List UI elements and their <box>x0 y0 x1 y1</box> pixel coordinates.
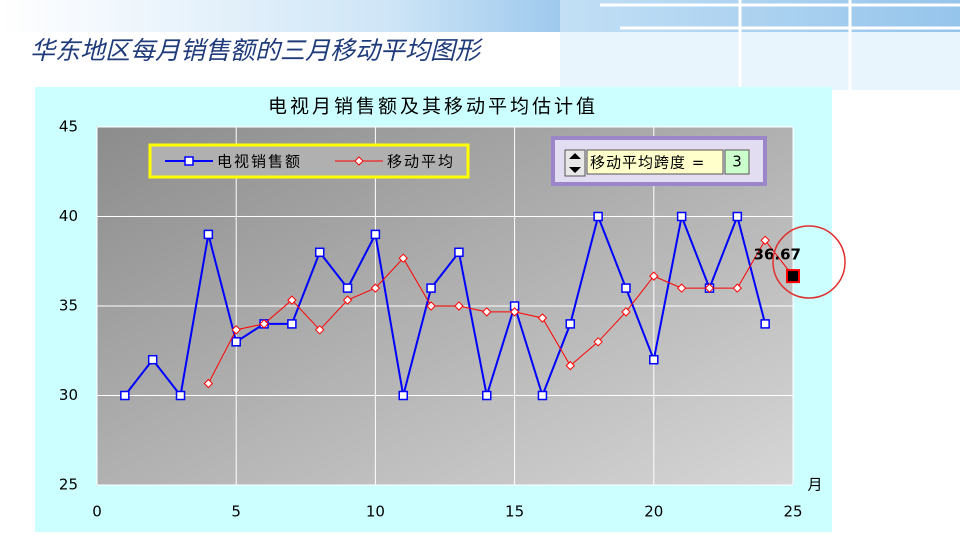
marker <box>565 319 576 329</box>
marker <box>482 307 492 317</box>
marker <box>426 301 436 311</box>
marker <box>454 301 464 311</box>
marker <box>370 283 381 293</box>
x-tick-label: 20 <box>644 503 663 521</box>
x-tick-label: 10 <box>366 503 385 521</box>
marker <box>593 337 603 347</box>
spinner-arrows <box>569 153 581 173</box>
marker <box>621 307 631 317</box>
marker <box>120 390 130 401</box>
x-axis-label: 月 <box>807 476 822 494</box>
marker <box>732 283 743 293</box>
slide-title: 华东地区每月销售额的三月移动平均图形 <box>30 36 483 65</box>
spinner-button[interactable] <box>564 149 586 177</box>
legend-marker <box>354 156 364 166</box>
marker <box>537 313 548 323</box>
marker <box>231 325 241 335</box>
marker <box>287 295 297 305</box>
marker <box>621 283 631 293</box>
marker <box>760 235 770 246</box>
marker <box>315 325 325 335</box>
x-tick-label: 15 <box>505 503 524 521</box>
marker <box>147 354 158 365</box>
marker <box>676 283 687 293</box>
marker <box>426 283 436 293</box>
span-value-box <box>724 149 750 175</box>
marker <box>259 319 269 329</box>
y-tick-label: 45 <box>59 118 78 136</box>
marker <box>314 247 325 258</box>
marker <box>649 271 659 281</box>
marker <box>482 390 492 401</box>
marker <box>565 360 575 371</box>
marker <box>760 319 770 329</box>
legend-label: 移动平均 <box>387 153 455 171</box>
legend-label: 电视销售额 <box>217 153 302 171</box>
marker <box>175 390 186 401</box>
marker <box>370 229 381 240</box>
marker <box>649 354 659 365</box>
marker <box>454 247 464 258</box>
marker <box>398 390 408 401</box>
marker <box>732 211 743 222</box>
legend-marker <box>184 156 194 166</box>
marker <box>231 337 241 347</box>
y-tick-label: 40 <box>59 207 78 225</box>
highlight-marker <box>786 269 800 284</box>
x-tick-label: 0 <box>92 503 102 521</box>
y-tick-label: 35 <box>59 297 78 315</box>
x-tick-label: 25 <box>783 503 802 521</box>
marker <box>676 211 687 222</box>
marker <box>704 283 715 293</box>
span-label: 移动平均跨度 = <box>590 154 705 172</box>
y-tick-label: 30 <box>59 386 78 404</box>
header-decor <box>560 0 960 90</box>
span-label-box <box>586 149 724 175</box>
marker <box>537 390 548 401</box>
x-tick-label: 5 <box>231 503 241 521</box>
series-line <box>124 212 767 399</box>
marker <box>509 307 520 317</box>
marker <box>342 295 353 305</box>
y-tick-label: 25 <box>59 476 78 494</box>
plot-layer: 25 30 35 40 45 0 5 10 15 20 25 36.67 <box>59 118 803 521</box>
header-lines <box>600 0 960 90</box>
marker <box>342 283 353 293</box>
highlight-circle <box>772 225 846 299</box>
chart-title: 电视月销售额及其移动平均估计值 <box>268 96 598 118</box>
data-label: 36.67 <box>754 246 801 264</box>
marker <box>593 211 603 222</box>
marker <box>203 378 214 389</box>
marker <box>287 319 297 329</box>
series-line <box>207 239 794 384</box>
span-value: 3 <box>732 153 742 171</box>
marker <box>398 253 408 263</box>
marker <box>203 229 214 240</box>
